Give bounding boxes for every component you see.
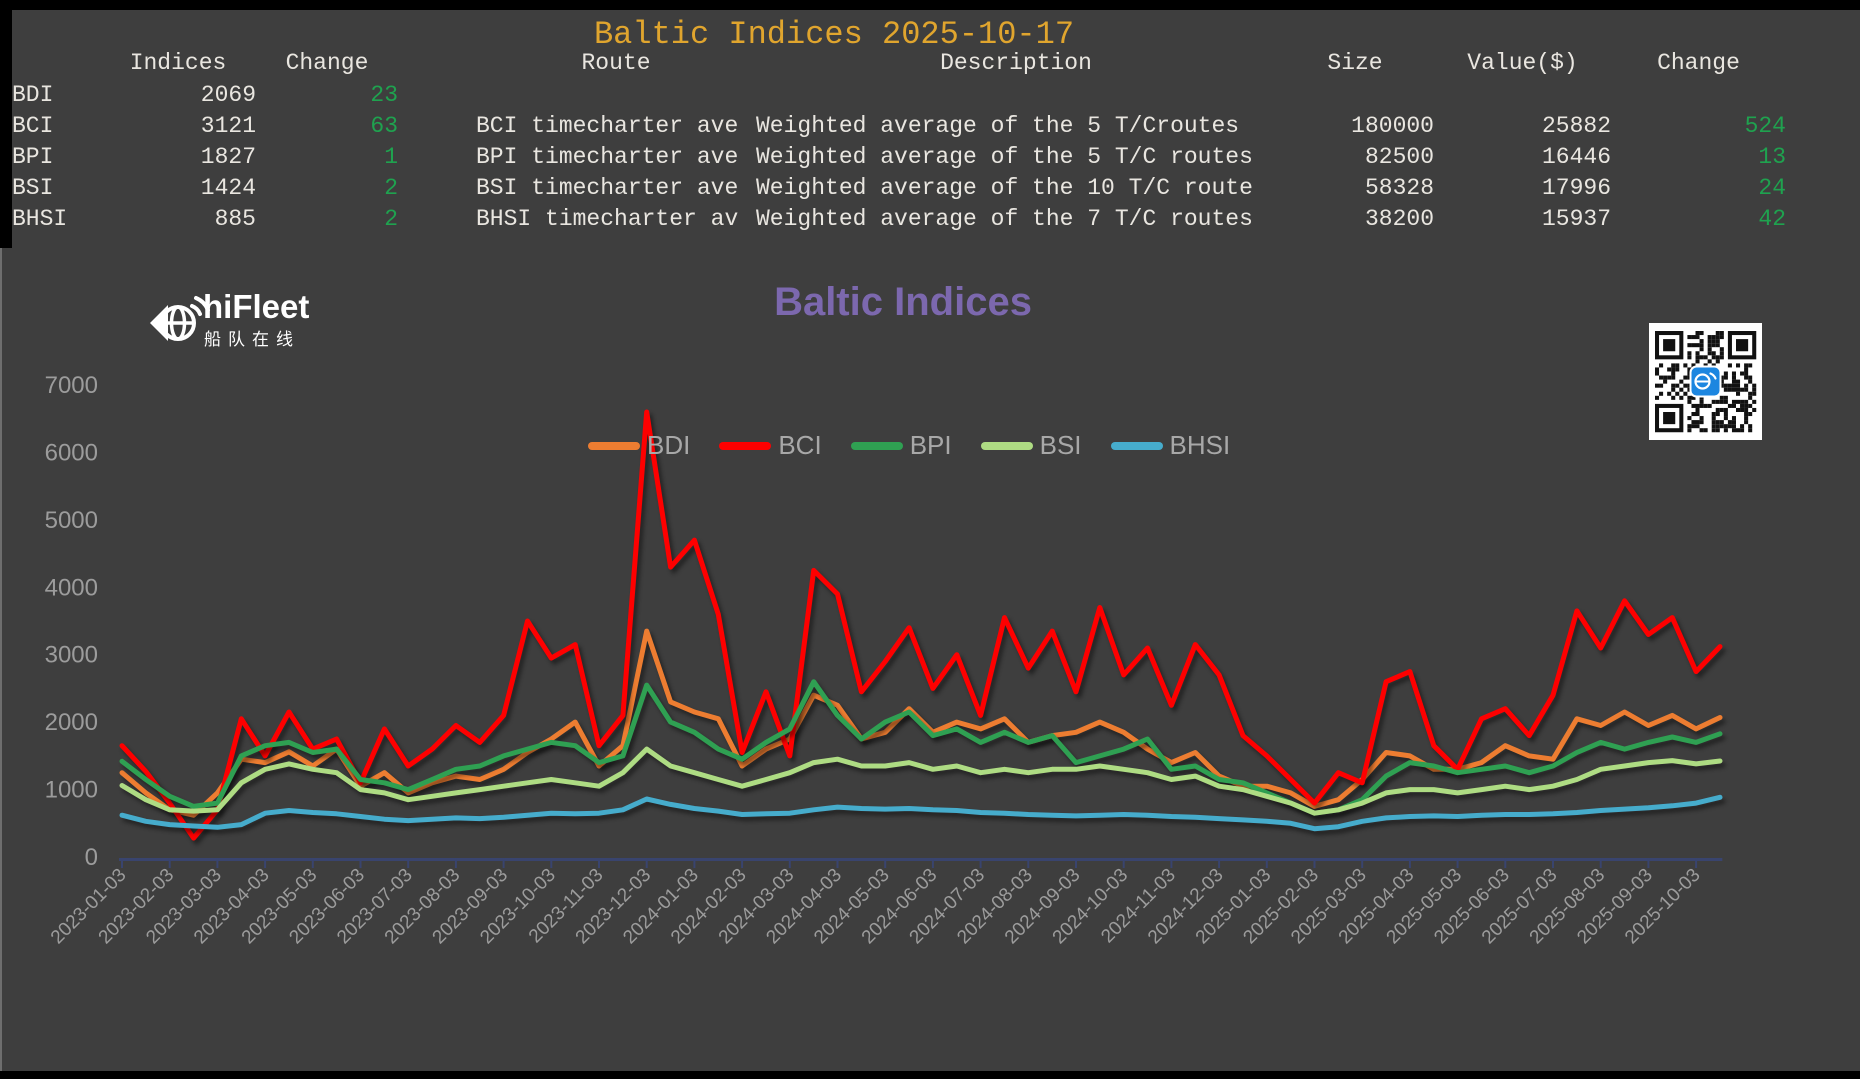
series-line-bci	[119, 409, 1723, 841]
legend-label: BSI	[1039, 430, 1082, 460]
cell-size	[1276, 80, 1434, 111]
cell-spacer	[398, 204, 476, 235]
cell-size: 82500	[1364, 144, 1434, 170]
cell-description: Weighted average of the 5 T/C routes	[756, 144, 1253, 170]
cell-spacer	[398, 142, 476, 173]
logo-subtext: 船队在线	[204, 330, 300, 349]
indices-table-section: Baltic Indices 2025-10-17 Indices Change…	[0, 10, 1860, 248]
cell-change: 63	[370, 113, 398, 139]
cell-size: 58328	[1364, 175, 1434, 201]
legend-label: BDI	[647, 430, 691, 460]
cell-value-usd: 15937	[1541, 206, 1611, 232]
legend-item-bpi: BPI	[850, 430, 952, 461]
qr-code	[1649, 323, 1762, 440]
legend-label: BCI	[778, 430, 822, 460]
cell-index-name: BSI	[12, 175, 54, 201]
y-tick-label: 0	[85, 844, 98, 871]
legend-label: BHSI	[1169, 430, 1231, 460]
series-line-bpi	[119, 679, 1723, 816]
cell-index-value: 1424	[200, 175, 256, 201]
cell-route: BHSI timecharter av	[476, 206, 739, 232]
logo-text: hiFleet	[203, 288, 310, 325]
legend-swatch-bdi	[588, 441, 640, 450]
cell-index-name: BHSI	[12, 206, 68, 232]
cell-spacer	[398, 80, 476, 111]
cell-index-value: 2069	[200, 82, 256, 108]
cell-value-usd: 17996	[1541, 175, 1611, 201]
logo-signal-arc-1	[190, 304, 202, 316]
y-tick-label: 7000	[45, 372, 98, 399]
cell-change: 1	[384, 144, 398, 170]
y-tick-label: 2000	[45, 709, 98, 736]
report-title: Baltic Indices 2025-10-17	[593, 16, 1075, 53]
cell-change2: 42	[1758, 206, 1786, 232]
cell-index-value: 3121	[200, 113, 256, 139]
column-header-rowlabel	[12, 46, 100, 80]
column-header-value: Value($)	[1467, 50, 1578, 76]
legend-label: BPI	[909, 430, 952, 460]
cell-route	[476, 80, 756, 111]
column-header-size: Size	[1327, 50, 1383, 76]
cell-size: 38200	[1364, 206, 1434, 232]
logo-signal-arc-2	[194, 296, 210, 312]
column-header-route: Route	[581, 50, 651, 76]
cell-index-value: 885	[214, 206, 256, 232]
column-header-change: Change	[285, 50, 369, 76]
window-top-border	[0, 0, 1860, 10]
legend-item-bsi: BSI	[980, 430, 1082, 461]
cell-route: BSI timecharter ave	[476, 175, 739, 201]
cell-description: Weighted average of the 10 T/C route	[756, 175, 1253, 201]
cell-change2	[1611, 80, 1786, 111]
cell-spacer	[398, 111, 476, 142]
cell-change2: 24	[1758, 175, 1786, 201]
cell-value-usd: 25882	[1541, 113, 1611, 139]
cell-change2: 13	[1758, 144, 1786, 170]
cell-route: BPI timecharter ave	[476, 144, 739, 170]
cell-size: 180000	[1351, 113, 1434, 139]
cell-change: 2	[384, 206, 398, 232]
table-header: Indices Change Route Description Size Va…	[12, 46, 1860, 80]
cell-index-name: BCI	[12, 113, 54, 139]
cell-index-value: 1827	[200, 144, 256, 170]
table-left-border	[0, 10, 12, 248]
y-tick-label: 3000	[45, 642, 98, 669]
cell-index-name: BPI	[12, 144, 54, 170]
cell-route: BCI timecharter ave	[476, 113, 739, 139]
y-tick-label: 4000	[45, 574, 98, 601]
column-header-spacer	[398, 46, 476, 80]
cell-description: Weighted average of the 5 T/Croutes	[756, 113, 1240, 139]
legend-swatch-bpi	[850, 441, 903, 450]
legend-item-bdi: BDI	[588, 430, 690, 461]
y-tick-label: 1000	[45, 777, 98, 804]
cell-change: 23	[370, 82, 398, 108]
cell-change2: 524	[1744, 113, 1786, 139]
hifleet-logo: hiFleet 船队在线	[148, 290, 368, 356]
chart-title: Baltic Indices	[774, 280, 1032, 324]
cell-spacer	[398, 173, 476, 204]
legend-swatch-bci	[719, 441, 772, 450]
column-header-indices: Indices	[129, 50, 227, 76]
series-line-bsi	[119, 746, 1723, 816]
window-bottom-border	[0, 1071, 1860, 1079]
legend-item-bhsi: BHSI	[1110, 430, 1231, 461]
chart-legend: BDI BCI BPI BSI BHSI	[588, 430, 1230, 461]
legend-swatch-bhsi	[1110, 441, 1163, 450]
series-line-bhsi	[119, 794, 1723, 832]
cell-description: Weighted average of the 7 T/C routes	[756, 206, 1253, 232]
cell-value-usd	[1434, 80, 1611, 111]
cell-change: 2	[384, 175, 398, 201]
cell-index-name: BDI	[12, 82, 54, 108]
window-left-edge	[0, 248, 2, 1071]
table-rows: BDI 2069 23 BCI 3121 63 BCI timecharter ave Wei…	[12, 80, 1860, 235]
legend-item-bci: BCI	[719, 430, 822, 461]
y-tick-label: 5000	[45, 507, 98, 534]
column-header-description: Description	[940, 50, 1092, 76]
hifleet-logo-icon	[150, 296, 210, 341]
cell-description	[756, 80, 1276, 111]
column-header-change2: Change	[1657, 50, 1740, 76]
y-tick-label: 6000	[45, 439, 98, 466]
cell-value-usd: 16446	[1541, 144, 1611, 170]
legend-swatch-bsi	[980, 441, 1033, 450]
